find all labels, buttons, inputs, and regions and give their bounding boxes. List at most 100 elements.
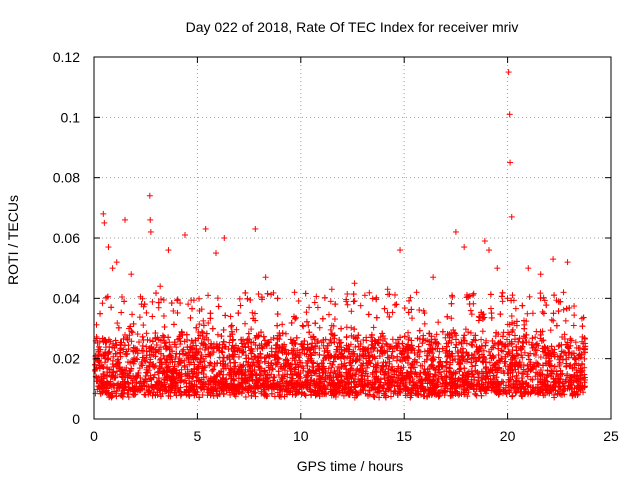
data-point [519, 302, 526, 309]
data-point [153, 290, 160, 297]
data-point [469, 363, 476, 370]
data-point [467, 307, 474, 314]
data-point [237, 302, 244, 309]
data-point [239, 370, 246, 377]
data-point [203, 373, 210, 380]
data-point [391, 301, 398, 308]
data-point [149, 313, 156, 320]
data-point [304, 341, 311, 348]
data-point [567, 335, 574, 342]
data-point [405, 309, 412, 316]
data-point [392, 291, 399, 298]
data-point [319, 360, 326, 367]
data-point [248, 326, 255, 333]
data-point [435, 369, 442, 376]
data-point [433, 331, 440, 338]
data-point [500, 329, 507, 336]
data-point [199, 391, 206, 398]
data-point [206, 359, 213, 366]
data-point [512, 305, 519, 312]
data-point [325, 311, 332, 318]
data-point [348, 324, 355, 331]
data-point [529, 310, 536, 317]
data-point [264, 290, 271, 297]
data-point [300, 323, 307, 330]
data-point [508, 313, 515, 320]
data-point [543, 302, 550, 309]
data-point [188, 297, 195, 304]
data-point [214, 331, 221, 338]
data-point [509, 393, 516, 400]
data-point [97, 310, 104, 317]
data-point [524, 362, 531, 369]
data-point [244, 336, 251, 343]
data-point [321, 294, 328, 301]
data-point [499, 289, 506, 296]
data-point [207, 310, 214, 317]
data-point [242, 352, 249, 359]
data-point [348, 362, 355, 369]
data-point [282, 330, 289, 337]
data-point [524, 310, 531, 317]
data-point [149, 298, 156, 305]
data-point [467, 329, 474, 336]
data-point [416, 327, 423, 334]
data-point [581, 355, 588, 362]
data-point [502, 363, 509, 370]
data-point [316, 324, 323, 331]
data-point [449, 293, 456, 300]
data-point [553, 322, 560, 329]
data-point [384, 309, 391, 316]
data-point [497, 311, 504, 318]
data-point [210, 366, 217, 373]
data-point [521, 325, 528, 332]
data-point [118, 294, 125, 301]
data-point [417, 362, 424, 369]
data-point [369, 295, 376, 302]
data-point [160, 296, 167, 303]
data-point [151, 364, 158, 371]
data-point [523, 338, 530, 345]
data-point [461, 332, 468, 339]
data-point [240, 348, 247, 355]
data-point [527, 376, 534, 383]
data-point [537, 354, 544, 361]
data-point [274, 311, 281, 318]
data-point [519, 354, 526, 361]
data-point [305, 322, 312, 329]
data-point [215, 303, 222, 310]
data-point [220, 326, 227, 333]
data-point [442, 334, 449, 341]
data-point [385, 291, 392, 298]
data-point [460, 334, 467, 341]
data-point [227, 323, 234, 330]
data-point [279, 321, 286, 328]
data-point [309, 364, 316, 371]
data-point [468, 311, 475, 318]
data-point [338, 325, 345, 332]
data-point [228, 322, 235, 329]
data-point [509, 292, 516, 299]
data-point [562, 317, 569, 324]
data-point [344, 290, 351, 297]
data-point [470, 290, 477, 297]
data-point [282, 346, 289, 353]
data-point [274, 295, 281, 302]
data-point [353, 335, 360, 342]
data-point [436, 348, 443, 355]
data-point [560, 306, 567, 313]
data-point [185, 301, 192, 308]
data-point [343, 324, 350, 331]
data-point [125, 394, 132, 401]
data-point [421, 320, 428, 327]
data-point [563, 363, 570, 370]
data-point [450, 326, 457, 333]
data-point [353, 357, 360, 364]
data-point [448, 300, 455, 307]
data-point [389, 309, 396, 316]
data-point [365, 311, 372, 318]
data-point [498, 293, 505, 300]
data-point [515, 369, 522, 376]
data-point [579, 323, 586, 330]
